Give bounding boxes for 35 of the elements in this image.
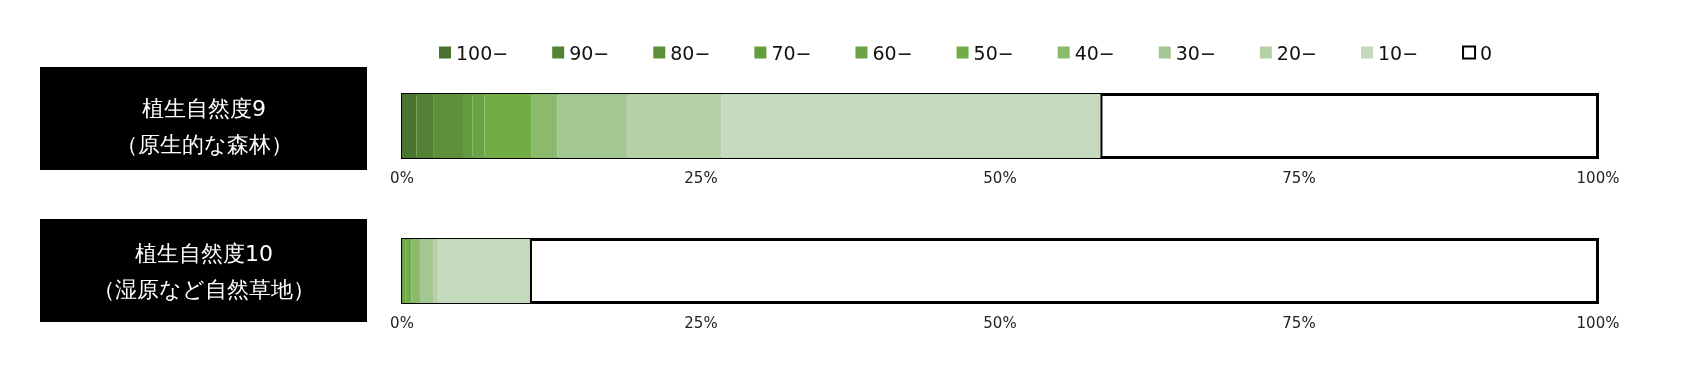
x-tick-label: 100% [1576, 168, 1620, 187]
legend-label: 60− [872, 41, 913, 64]
x-tick-label: 75% [1282, 313, 1316, 332]
bar [416, 94, 434, 158]
legend-label: 80− [670, 41, 711, 64]
bar [433, 239, 438, 303]
x-tick-label: 75% [1282, 168, 1316, 187]
legend-label: 100− [456, 41, 509, 64]
bar [721, 94, 1101, 158]
y-tick-label: 植生自然度10 （湿原など自然草地） [93, 240, 315, 302]
bar [411, 239, 420, 303]
bar [626, 94, 722, 158]
legend-label: 50− [973, 41, 1014, 64]
legend-label: 30− [1175, 41, 1216, 64]
bar [531, 94, 558, 158]
legend-label: 40− [1074, 41, 1115, 64]
x-tick-label: 25% [684, 168, 718, 187]
x-tick-label: 50% [983, 313, 1017, 332]
bar [437, 239, 530, 303]
bar [419, 239, 434, 303]
bar [402, 94, 417, 158]
bar [433, 94, 463, 158]
legend-label: 10− [1377, 41, 1419, 64]
legend-label: 90− [569, 41, 610, 64]
bar [557, 94, 627, 158]
x-tick-label: 50% [983, 168, 1017, 187]
x-tick-label: 0% [390, 313, 414, 332]
x-tick-label: 0% [390, 168, 414, 187]
legend-label: 0 [1480, 41, 1493, 64]
bar [405, 239, 412, 303]
y-tick-label: 植生自然度9 （原生的な森林） [115, 95, 293, 157]
x-tick-label: 25% [684, 313, 718, 332]
legend-label: 70− [771, 41, 812, 64]
x-tick-label: 100% [1576, 313, 1620, 332]
legend-label: 20− [1276, 41, 1317, 64]
